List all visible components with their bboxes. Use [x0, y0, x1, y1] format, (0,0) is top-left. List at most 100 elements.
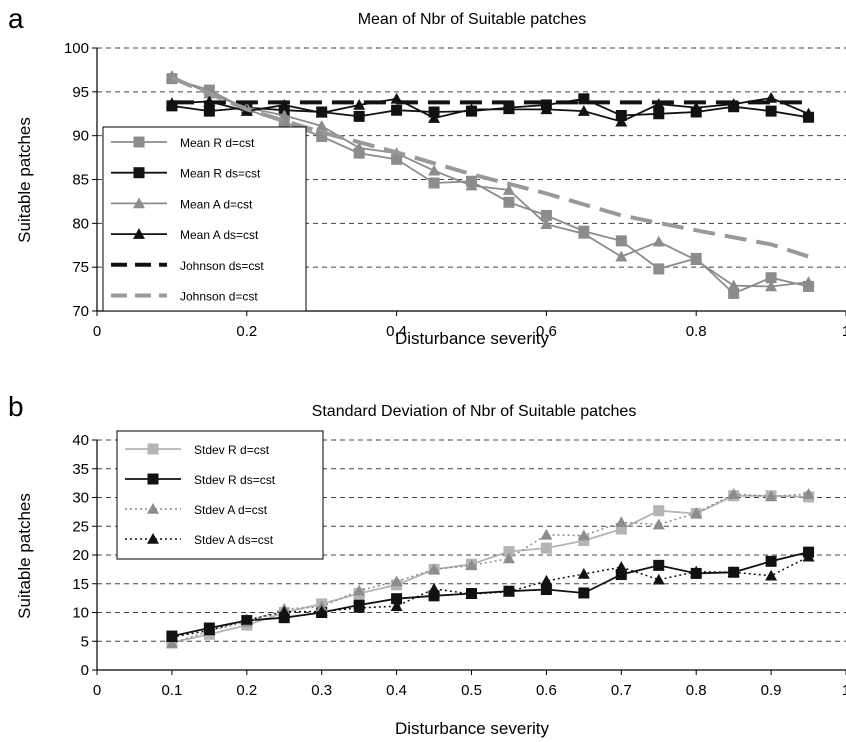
- x-axis-label-a: Disturbance severity: [395, 329, 550, 348]
- data-point-stdev-a-ds-cst: [428, 582, 441, 594]
- data-point-mean-a-ds-cst: [465, 103, 478, 115]
- data-point-stdev-a-ds-cst: [540, 574, 553, 586]
- data-point-mean-r-ds-cst: [653, 108, 665, 120]
- data-point-mean-a-ds-cst: [765, 91, 778, 103]
- data-point-stdev-r-d-cst: [653, 505, 665, 517]
- legend-marker: [133, 228, 145, 239]
- chart-title-a: Mean of Nbr of Suitable patches: [358, 11, 587, 28]
- legend-label: Stdev A d=cst: [194, 503, 268, 517]
- data-point-mean-a-ds-cst: [315, 106, 328, 118]
- y-tick-label: 20: [72, 547, 89, 564]
- data-point-mean-r-ds-cst: [578, 93, 590, 105]
- panel-b: b Standard Deviation of Nbr of Suitable …: [8, 391, 846, 738]
- x-tick-label: 0.2: [236, 323, 257, 340]
- data-point-mean-a-d-cst: [540, 218, 553, 230]
- x-tick-label: 0.6: [536, 323, 557, 340]
- legend-label: Mean R ds=cst: [180, 167, 261, 181]
- data-point-stdev-a-d-cst: [165, 637, 178, 649]
- legend-marker: [133, 136, 145, 148]
- data-point-stdev-a-ds-cst: [577, 567, 590, 579]
- legend-marker: [147, 503, 159, 514]
- series-line-stdev-r-ds-cst: [171, 551, 809, 637]
- series-johnson-d-cst: [171, 75, 810, 259]
- legend-label: Mean R d=cst: [180, 136, 255, 150]
- data-point-mean-a-ds-cst: [502, 103, 515, 115]
- data-point-stdev-r-ds-cst: [278, 612, 290, 624]
- series-line-mean-a-d-cst: [171, 75, 809, 288]
- data-point-mean-r-d-cst: [503, 196, 515, 208]
- data-point-mean-a-d-cst: [577, 227, 590, 239]
- x-tick-label: 0.3: [311, 682, 332, 699]
- legend-marker: [133, 197, 145, 209]
- y-axis-label-a: Suitable patches: [15, 117, 34, 243]
- series-stdev-r-ds-cst: [166, 546, 815, 642]
- x-tick-label: 1: [842, 682, 846, 699]
- y-axis-label-b: Suitable patches: [15, 493, 34, 619]
- legend-label: Johnson d=cst: [180, 290, 258, 304]
- data-point-mean-a-ds-cst: [353, 98, 366, 110]
- data-point-stdev-r-ds-cst: [653, 559, 665, 571]
- x-tick-label: 0.4: [386, 682, 407, 699]
- grid-b: [97, 439, 846, 642]
- data-point-mean-r-d-cst: [353, 147, 365, 159]
- legend-item-stdev-r-ds-cst: Stdev R ds=cst: [125, 473, 276, 487]
- y-tick-label: 90: [72, 128, 89, 145]
- data-point-mean-r-ds-cst: [615, 110, 627, 122]
- x-tick-label: 0: [93, 323, 101, 340]
- data-point-mean-a-ds-cst: [802, 107, 815, 119]
- data-point-mean-r-d-cst: [728, 287, 740, 299]
- data-point-stdev-r-ds-cst: [428, 590, 440, 602]
- data-point-stdev-a-ds-cst: [240, 613, 253, 625]
- data-point-stdev-a-d-cst: [765, 490, 778, 502]
- data-point-mean-r-d-cst: [316, 131, 328, 143]
- data-point-stdev-a-ds-cst: [652, 573, 665, 585]
- data-point-mean-r-ds-cst: [391, 104, 403, 116]
- data-point-stdev-r-d-cst: [578, 535, 590, 547]
- data-point-mean-r-ds-cst: [203, 105, 215, 117]
- x-tick-label: 0.5: [461, 682, 482, 699]
- legend-box: [102, 126, 307, 312]
- data-point-mean-r-d-cst: [391, 153, 403, 165]
- legend-item-mean-r-d-cst: Mean R d=cst: [111, 136, 255, 150]
- data-point-mean-r-d-cst: [765, 272, 777, 284]
- data-point-mean-r-d-cst: [278, 117, 290, 129]
- data-point-stdev-a-d-cst: [690, 507, 703, 518]
- data-point-stdev-a-ds-cst: [690, 565, 703, 577]
- data-point-mean-r-ds-cst: [353, 110, 365, 122]
- series-line-johnson-d-cst: [171, 75, 810, 259]
- y-tick-label: 5: [81, 633, 89, 650]
- legend-marker: [133, 167, 145, 179]
- data-point-stdev-a-ds-cst: [315, 605, 328, 617]
- y-ticks-b: 0 5 10 15 20 25 30 35 40: [72, 432, 98, 679]
- data-point-mean-a-ds-cst: [540, 103, 553, 115]
- data-point-mean-a-d-cst: [615, 250, 628, 262]
- x-tick-label: 0: [93, 682, 101, 699]
- data-point-mean-a-d-cst: [353, 141, 366, 153]
- data-point-mean-a-ds-cst: [690, 101, 703, 113]
- legend-label: Stdev R ds=cst: [194, 473, 276, 487]
- data-point-mean-a-d-cst: [278, 109, 291, 121]
- panel-a: a Mean of Nbr of Suitable patches 70 75 80…: [8, 3, 846, 348]
- data-point-stdev-a-d-cst: [353, 584, 366, 596]
- data-point-mean-a-d-cst: [765, 280, 778, 292]
- x-tick-label: 0.7: [611, 682, 632, 699]
- data-point-mean-r-ds-cst: [765, 105, 777, 117]
- legend-b: Stdev R d=cst Stdev R ds=cst Stdev A d=cst…: [116, 430, 324, 560]
- data-point-stdev-a-d-cst: [428, 563, 441, 575]
- y-tick-label: 15: [72, 576, 89, 593]
- data-point-mean-a-d-cst: [802, 276, 815, 287]
- data-point-mean-a-ds-cst: [577, 105, 590, 116]
- legend-item-stdev-r-d-cst: Stdev R d=cst: [125, 443, 270, 457]
- data-point-mean-a-d-cst: [465, 179, 478, 191]
- legend-label: Stdev R d=cst: [194, 443, 270, 457]
- data-point-mean-r-ds-cst: [428, 106, 440, 118]
- data-point-stdev-a-ds-cst: [165, 631, 178, 643]
- y-tick-label: 85: [72, 172, 89, 189]
- data-point-mean-a-d-cst: [428, 164, 441, 176]
- data-point-stdev-a-d-cst: [802, 488, 815, 499]
- data-point-stdev-a-d-cst: [502, 552, 515, 564]
- x-axis-label-b: Disturbance severity: [395, 719, 550, 738]
- y-tick-label: 40: [72, 432, 89, 449]
- legend-item-stdev-a-d-cst: Stdev A d=cst: [125, 503, 268, 517]
